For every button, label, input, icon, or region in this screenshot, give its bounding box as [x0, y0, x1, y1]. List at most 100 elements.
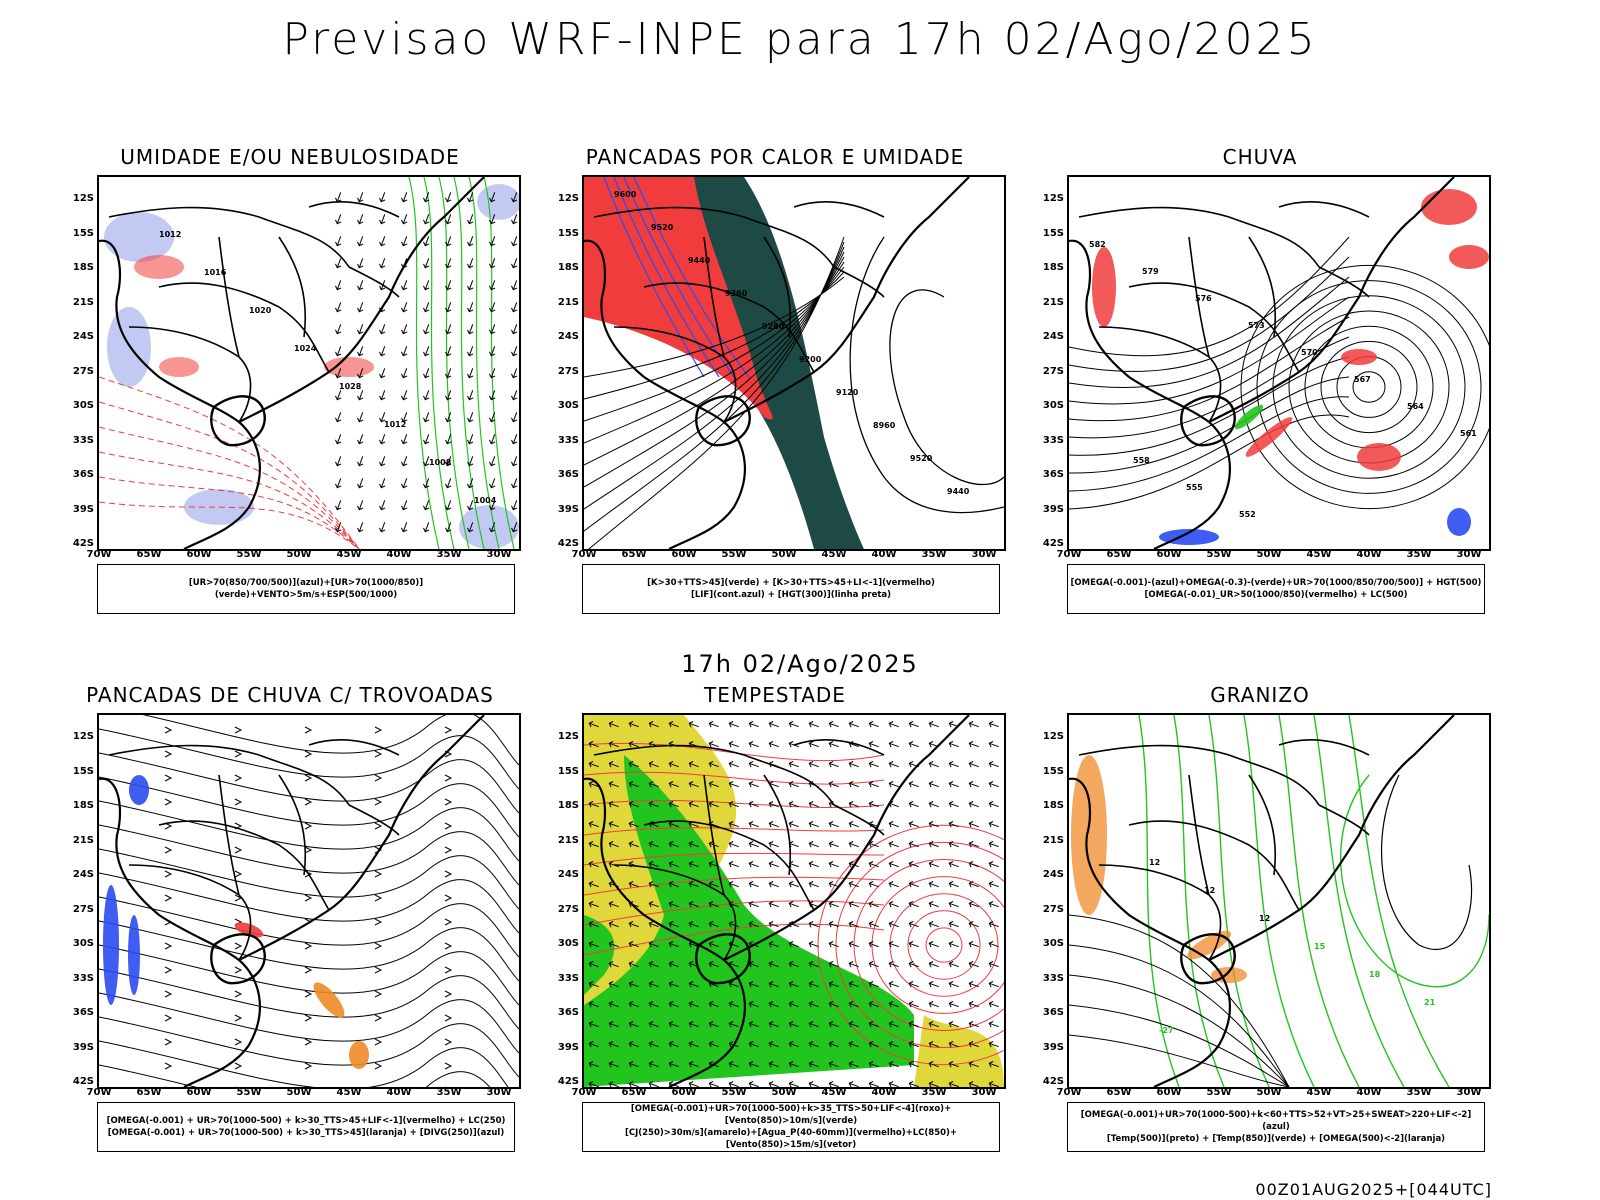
svg-text:1028: 1028	[339, 382, 362, 391]
latitude-tick-label: 12S	[1042, 193, 1064, 204]
latitude-tick-label: 24S	[557, 331, 579, 342]
latitude-tick-label: 42S	[1042, 538, 1064, 549]
longitude-tick-label: 30W	[486, 549, 512, 560]
panel-title: CHUVA	[1222, 145, 1298, 169]
latitude-tick-label: 24S	[72, 331, 94, 342]
longitude-tick-label: 35W	[921, 549, 947, 560]
map-graphic: 9600 9520 9440 9360 9280 9200 9120 8960 9520 9440	[584, 177, 1004, 549]
longitude-tick-label: 30W	[486, 1087, 512, 1098]
map-area: 582 579 576 573 570 567 564 561 558 555 552	[1067, 175, 1491, 551]
svg-text:558: 558	[1133, 456, 1150, 465]
latitude-tick-label: 33S	[72, 972, 94, 984]
svg-text:9120: 9120	[836, 388, 859, 397]
latitude-tick-label: 24S	[1042, 869, 1064, 880]
map-area	[582, 713, 1006, 1089]
svg-text:9200: 9200	[799, 355, 822, 364]
latitude-tick-label: 21S	[557, 296, 579, 308]
latitude-tick-label: 33S	[1042, 434, 1064, 446]
longitude-tick-label: 45W	[821, 1087, 847, 1098]
map-panel: GRANIZO 12 12 12 15 18 21 -27 12S 15S 18S 21S 24S 27S…	[1040, 683, 1491, 1153]
latitude-tick-label: 21S	[1042, 834, 1064, 846]
panel-title: PANCADAS DE CHUVA C/ TROVOADAS	[86, 683, 494, 707]
latitude-tick-label: 12S	[1042, 731, 1064, 742]
map-area: 9600 9520 9440 9360 9280 9200 9120 8960 9520 9440	[582, 175, 1006, 551]
panel-title: UMIDADE E/OU NEBULOSIDADE	[120, 145, 460, 169]
longitude-tick-label: 60W	[186, 549, 212, 560]
longitude-tick-label: 55W	[721, 1087, 747, 1098]
longitude-tick-label: 45W	[336, 549, 362, 560]
longitude-tick-label: 50W	[771, 1087, 797, 1098]
latitude-tick-label: 24S	[72, 869, 94, 880]
latitude-tick-label: 15S	[1042, 765, 1064, 777]
svg-text:9440: 9440	[688, 256, 711, 265]
latitude-tick-label: 33S	[557, 972, 579, 984]
latitude-tick-label: 18S	[557, 262, 579, 273]
longitude-tick-label: 45W	[1306, 549, 1332, 560]
longitude-tick-label: 60W	[671, 1087, 697, 1098]
latitude-tick-label: 42S	[1042, 1076, 1064, 1087]
svg-text:18: 18	[1369, 970, 1381, 979]
latitude-tick-label: 24S	[557, 869, 579, 880]
map-panel: CHUVA 582 579 576 573 570 567 564 561 558 555 552 12…	[1040, 145, 1491, 615]
longitude-tick-label: 50W	[286, 549, 312, 560]
map-area	[97, 713, 521, 1089]
longitude-tick-label: 65W	[621, 1087, 647, 1098]
latitude-tick-label: 33S	[72, 434, 94, 446]
latitude-tick-label: 12S	[72, 193, 94, 204]
latitude-tick-label: 30S	[557, 938, 579, 949]
svg-text:576: 576	[1195, 294, 1212, 303]
latitude-tick-label: 39S	[72, 1041, 94, 1053]
map-panel: TEMPESTADE 12S 15S 18S 21S 24S 27S 30S 33S 36S 39S…	[555, 683, 1006, 1153]
longitude-tick-label: 55W	[236, 549, 262, 560]
longitude-tick-label: 65W	[621, 549, 647, 560]
latitude-tick-label: 18S	[72, 262, 94, 273]
latitude-tick-label: 12S	[557, 193, 579, 204]
panel-legend: [OMEGA(-0.001)+UR>70(1000-500)+k<60+TTS>…	[1067, 1102, 1485, 1152]
longitude-tick-label: 35W	[436, 549, 462, 560]
latitude-tick-label: 30S	[72, 938, 94, 949]
latitude-tick-label: 33S	[557, 434, 579, 446]
latitude-tick-label: 18S	[72, 800, 94, 811]
latitude-tick-label: 27S	[1042, 903, 1064, 915]
panel-legend: [K>30+TTS>45](verde) + [K>30+TTS>45+LI<-…	[582, 564, 1000, 614]
longitude-tick-label: 45W	[821, 549, 847, 560]
longitude-tick-label: 35W	[921, 1087, 947, 1098]
legend-line: [OMEGA(-0.001) + UR>70(1000-500) + k>30_…	[106, 1116, 506, 1126]
longitude-tick-label: 40W	[1356, 549, 1382, 560]
main-title: Previsao WRF-INPE para 17h 02/Ago/2025	[282, 14, 1318, 65]
panel-legend: [OMEGA(-0.001)-(azul)+OMEGA(-0.3)-(verde…	[1067, 564, 1485, 614]
mid-subtitle: 17h 02/Ago/2025	[681, 650, 919, 678]
legend-line: [UR>70(850/700/500)](azul)+[UR>70(1000/8…	[188, 578, 424, 600]
longitude-tick-label: 60W	[1156, 1087, 1182, 1098]
map-graphic: 12 12 12 15 18 21 -27	[1069, 715, 1489, 1087]
latitude-tick-label: 27S	[72, 365, 94, 377]
latitude-tick-label: 15S	[1042, 227, 1064, 239]
legend-line: [OMEGA(-0.001)+UR>70(1000-500)+k<60+TTS>…	[1080, 1110, 1472, 1132]
latitude-tick-label: 36S	[72, 469, 94, 480]
longitude-tick-label: 40W	[386, 1087, 412, 1098]
latitude-tick-label: 27S	[72, 903, 94, 915]
legend-line: [OMEGA(-0.001)+UR>70(1000-500)+k>35_TTS>…	[630, 1104, 952, 1126]
map-area: 12 12 12 15 18 21 -27	[1067, 713, 1491, 1089]
latitude-tick-label: 39S	[1042, 503, 1064, 515]
panel-legend: [OMEGA(-0.001)+UR>70(1000-500)+k>35_TTS>…	[582, 1102, 1000, 1152]
longitude-tick-label: 65W	[1106, 1087, 1132, 1098]
legend-line: [K>30+TTS>45](verde) + [K>30+TTS>45+LI<-…	[647, 578, 935, 588]
longitude-tick-label: 70W	[86, 549, 112, 560]
latitude-tick-label: 21S	[72, 834, 94, 846]
latitude-tick-label: 39S	[72, 503, 94, 515]
latitude-tick-label: 27S	[1042, 365, 1064, 377]
longitude-tick-label: 70W	[571, 549, 597, 560]
latitude-tick-label: 30S	[72, 400, 94, 411]
longitude-tick-label: 45W	[1306, 1087, 1332, 1098]
latitude-tick-label: 36S	[557, 1007, 579, 1018]
latitude-tick-label: 39S	[557, 1041, 579, 1053]
longitude-tick-label: 65W	[136, 549, 162, 560]
panel-legend: [UR>70(850/700/500)](azul)+[UR>70(1000/8…	[97, 564, 515, 614]
map-area: 1012 1016 1020 1024 1028 1012 1008 1004	[97, 175, 521, 551]
latitude-tick-label: 42S	[72, 538, 94, 549]
latitude-tick-label: 27S	[557, 903, 579, 915]
latitude-tick-label: 30S	[1042, 400, 1064, 411]
longitude-tick-label: 50W	[1256, 549, 1282, 560]
latitude-tick-label: 15S	[72, 765, 94, 777]
